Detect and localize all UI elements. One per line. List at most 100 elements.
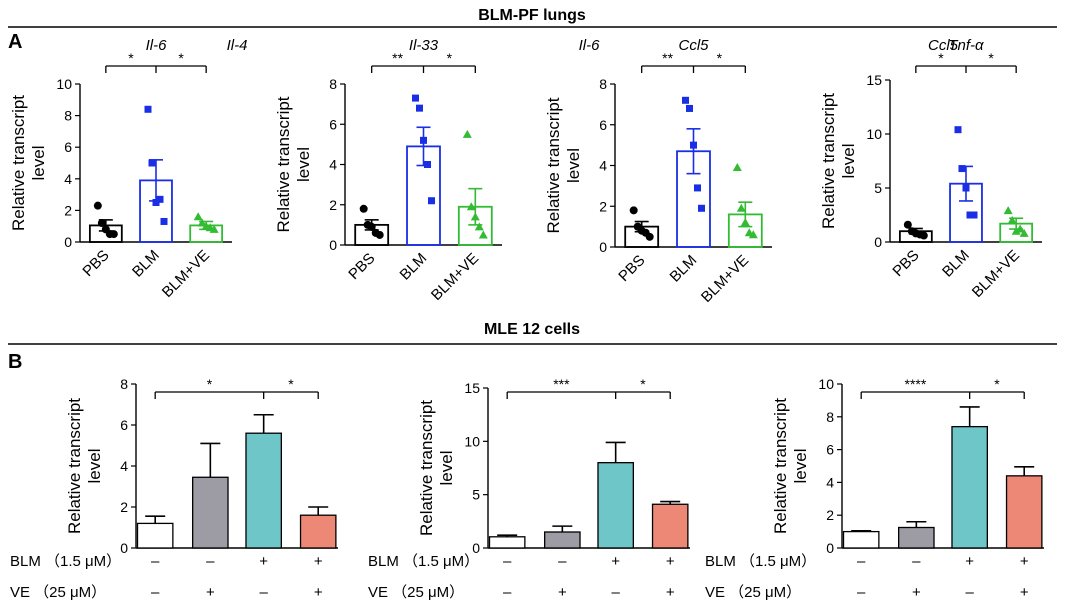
chart-a-tnf-point: [1011, 226, 1021, 235]
chart-b-il-4-bar-2: [192, 476, 229, 549]
chart-b-il-4-ytick-label: 6: [120, 417, 128, 433]
chart-a-tnf-xcat-pbs: PBS: [889, 247, 922, 280]
chart-a-il-6-xcat-blm-ve: BLM+VE: [159, 247, 213, 301]
chart-a-ccl5-point: [629, 206, 638, 215]
chart-a-tnf-title: Tnf-α: [948, 37, 984, 54]
chart-a-ccl5-point: [698, 204, 705, 212]
chart-b-ccl5-sig-label: *: [994, 376, 1000, 392]
chart-a-il-6-sig-label: *: [178, 50, 184, 66]
chart-b-il-4-cond-mark: +: [314, 584, 323, 601]
chart-b-il-6-ylabel-line2: level: [437, 451, 456, 486]
chart-b-ccl5-ytick-label: 4: [826, 474, 834, 490]
chart-a-il-33-xcat-blm: BLM: [396, 250, 430, 284]
chart-a-tnf-point: [966, 211, 974, 219]
chart-a-ccl5-ytick-label: 8: [599, 76, 607, 92]
chart-b-il-4-title: Il-4: [227, 37, 248, 54]
chart-b-ccl5-sig-label: ****: [905, 376, 927, 392]
section-b-title: MLE 12 cells: [484, 321, 580, 338]
chart-a-il-33-ylabel-line2: level: [294, 147, 313, 182]
chart-a-il-6-point: [109, 230, 118, 239]
chart-a-ccl5-xcat-pbs: PBS: [615, 252, 648, 285]
chart-b-ccl5-bar-1: [842, 530, 880, 549]
chart-a-ccl5-point: [686, 104, 693, 112]
chart-a-tnf: 0 5 10 15 Relative transcript level Tnf-α PBS BL…: [819, 37, 1042, 301]
chart-b-il-6-bar-3: [597, 462, 634, 549]
chart-b-il-6-sig-label: ***: [553, 376, 570, 392]
chart-b-il-4-bar-4: [299, 514, 337, 549]
chart-b-ccl5-cond-label-ve: VE （25 μM）: [705, 584, 801, 601]
chart-a-il-6-point: [209, 224, 219, 233]
chart-b-il-4-ylabel-line1: Relative transcript: [65, 398, 84, 534]
chart-b-il-4-cond-mark: +: [206, 584, 215, 601]
chart-a-il-6-ytick-label: 8: [64, 108, 72, 124]
chart-a-ccl5-ytick-label: 4: [599, 158, 607, 174]
chart-b-il-6-cond-mark: +: [611, 553, 620, 570]
chart-a-il-6-xcat-blm: BLM: [129, 247, 163, 281]
chart-a-il-6-ytick-label: 4: [64, 171, 72, 187]
chart-b-il-4-ytick-label: 8: [120, 376, 128, 392]
chart-a-il-33-ytick-label: 6: [329, 116, 337, 132]
chart-b-il-6-sig-label: *: [640, 376, 646, 392]
chart-a-il-33-ytick-label: 2: [329, 197, 337, 213]
chart-b-il-4-bar-1: [136, 522, 174, 549]
chart-a-il-6-point: [156, 195, 164, 203]
chart-b-il-4-ylabel-line2: level: [85, 449, 104, 484]
chart-a-il-33-xcat-pbs: PBS: [345, 250, 378, 283]
chart-a-il-6-ylabel-line1: Relative transcript: [9, 95, 28, 231]
chart-b-il-6-title: Il-6: [579, 37, 600, 54]
chart-a-tnf-point: [1019, 228, 1029, 237]
chart-a-il-33-point: [412, 94, 419, 102]
chart-b-il-4-ytick-label: 4: [120, 458, 128, 474]
chart-b-ccl5-cond-mark: +: [912, 584, 921, 601]
chart-a-ccl5-xcat-blm-ve: BLM+VE: [698, 252, 752, 306]
chart-a-tnf-ylabel-line2: level: [839, 144, 858, 179]
chart-a-il-6-ytick-label: 0: [64, 234, 72, 250]
chart-a-il-33-point: [478, 230, 488, 239]
chart-a-il-6-ytick-label: 2: [64, 202, 72, 218]
chart-b-il-4-cond-mark: –: [206, 553, 215, 570]
chart-a-ccl5-point: [740, 218, 750, 227]
chart-a-il-33-sig-label: *: [447, 50, 453, 66]
chart-b-il-4-sig-label: *: [207, 376, 213, 392]
chart-b-ccl5-cond-mark: +: [1020, 584, 1029, 601]
chart-b-il-6-cond-label-ve: VE （25 μM）: [368, 584, 464, 601]
chart-b-il-6-cond-mark: –: [503, 584, 512, 601]
chart-a-ccl5-point: [645, 232, 654, 241]
section-a-title: BLM-PF lungs: [478, 7, 586, 24]
chart-b-ccl5-ytick-label: 2: [826, 507, 834, 523]
chart-a-ccl5-ytick-label: 2: [599, 198, 607, 214]
chart-a-il-33-point: [424, 161, 431, 168]
chart-b-il-4-cond-label-ve: VE （25 μM）: [10, 584, 106, 601]
chart-b-il-6-ylabel-line1: Relative transcript: [417, 400, 436, 536]
chart-a-il-33-point: [428, 197, 435, 205]
chart-a-il-6-point: [193, 212, 203, 221]
chart-a-il-6-point: [197, 218, 207, 227]
chart-b-il-4-cond-mark: –: [259, 584, 268, 601]
chart-b-ccl5-ytick-label: 0: [826, 540, 834, 556]
chart-a-ccl5-point: [732, 163, 742, 172]
chart-a-il-6-xcat-pbs: PBS: [79, 247, 112, 280]
panel-b-label: B: [8, 351, 22, 373]
chart-b-il-6-bar-1: [488, 536, 526, 549]
chart-b-ccl5-bar-4: [1005, 475, 1043, 549]
chart-a-tnf-xcat-blm-ve: BLM+VE: [969, 247, 1023, 301]
chart-b-ccl5-ytick-label: 8: [826, 409, 834, 425]
chart-a-il-33-point: [474, 222, 484, 231]
chart-a-il-33-xcat-blm-ve: BLM+VE: [428, 250, 482, 304]
chart-a-tnf-point: [1015, 224, 1025, 233]
chart-a-il-33-ytick-label: 4: [329, 157, 337, 173]
chart-b-il-4-cond-mark: +: [314, 553, 323, 570]
chart-b-il-6-cond-mark: +: [666, 584, 675, 601]
chart-b-il-6-cond-mark: +: [558, 584, 567, 601]
chart-a-il-6: 0 2 4 6 8 10 Relative transcript level Il-6 PBS BL…: [9, 37, 232, 301]
chart-a-tnf-ylabel-line1: Relative transcript: [819, 93, 838, 229]
chart-a-il-6-point: [93, 201, 102, 210]
chart-a-ccl5-sig-label: **: [662, 50, 673, 66]
chart-b-il-4-cond-mark: +: [259, 553, 268, 570]
chart-a-tnf-xcat-blm: BLM: [939, 247, 973, 281]
chart-b-il-6-cond-mark: –: [558, 553, 567, 570]
chart-a-tnf-ytick-label: 0: [874, 234, 882, 250]
chart-b-il-4-ytick-label: 0: [120, 540, 128, 556]
